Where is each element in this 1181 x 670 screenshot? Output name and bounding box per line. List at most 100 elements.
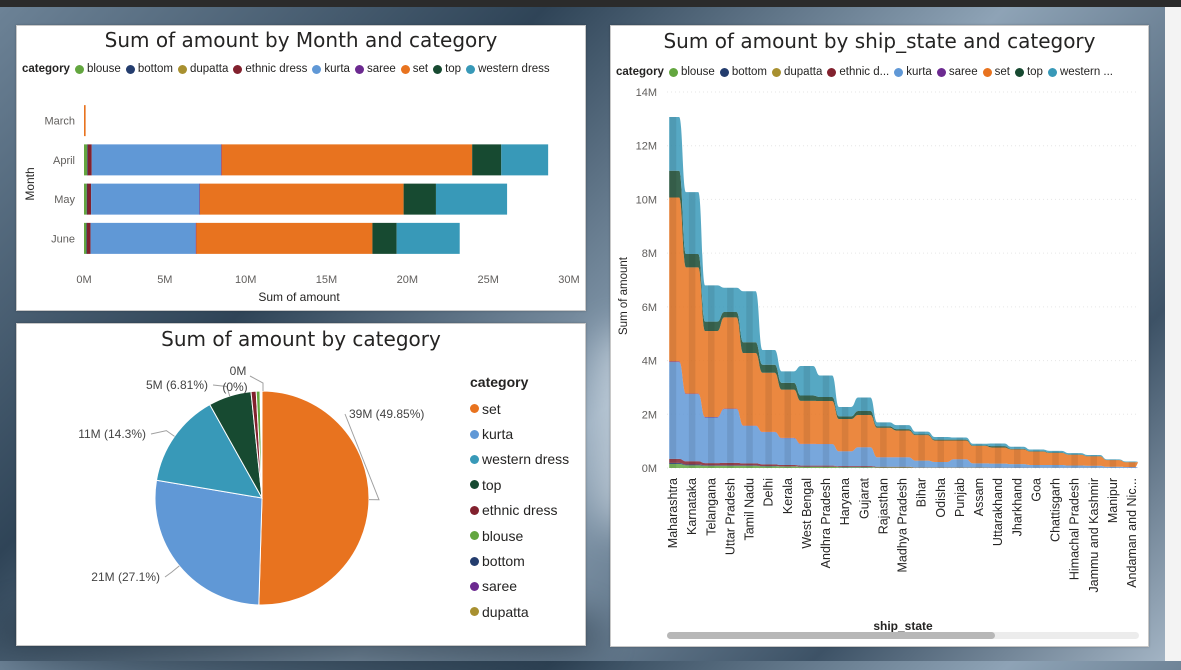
x-tick-label: Rajasthan [876, 478, 890, 534]
legend-item-top[interactable]: top [1014, 66, 1043, 78]
legend-label: set [412, 63, 429, 75]
bar-segment-bottom[interactable] [86, 222, 88, 254]
legend-item-saree[interactable]: saree [470, 574, 569, 599]
pie-legend[interactable]: category set kurta western dress top ethnic … [470, 374, 569, 625]
column-highlight [880, 422, 887, 468]
legend-item-bottom[interactable]: bottom [470, 548, 569, 573]
legend-marker [470, 454, 479, 464]
legend-item-ethnic-dress[interactable]: ethnic dress [470, 498, 569, 523]
scrollbar-thumb[interactable] [667, 632, 995, 639]
bar-segment-western-dress[interactable] [435, 183, 508, 215]
chart-legend[interactable]: category blouse bottom dupatta ethnic dress… [22, 63, 555, 75]
bar-segment-top[interactable] [372, 222, 397, 254]
legend-item-set[interactable]: set [470, 396, 569, 421]
legend-item-bottom[interactable]: bottom [125, 63, 173, 75]
pie-chart-svg: 39M (49.85%) 21M (27.1%) 11M (14.3%) 5M (6.… [78, 364, 424, 606]
legend-item-top[interactable]: top [433, 63, 461, 75]
legend-item-western-dress[interactable]: western dress [466, 63, 550, 75]
legend-item-dupatta[interactable]: dupatta [178, 63, 228, 75]
legend-label: kurta [482, 426, 514, 443]
chart-legend[interactable]: category blouse bottom dupatta ethnic d... k… [616, 66, 1118, 78]
column-highlight [1109, 459, 1117, 468]
bar-segment-bottom[interactable] [87, 144, 89, 176]
pie-slice-kurta[interactable] [154, 479, 263, 606]
bar-segment-top[interactable] [472, 144, 502, 176]
bar-segment-ethnic-dress[interactable] [87, 144, 92, 176]
legend-item-ethnic-dress[interactable]: ethnic d... [827, 66, 889, 78]
legend-marker [125, 64, 135, 74]
bar-segment-blouse[interactable] [84, 222, 87, 254]
chart-month-category-panel[interactable]: Sum of amount by Month and category cate… [16, 25, 586, 311]
area-blouse[interactable] [666, 463, 1139, 468]
bar-segment-kurta[interactable] [90, 222, 196, 254]
column-highlight [688, 192, 696, 469]
legend-item-saree[interactable]: saree [936, 66, 978, 78]
area-ethnic-dress[interactable] [666, 458, 1139, 468]
bar-segment-western-dress[interactable] [501, 144, 549, 176]
legend-label: western ... [1059, 66, 1114, 78]
x-tick-label: Madhya Pradesh [896, 478, 910, 573]
bar-segment-set[interactable] [199, 183, 404, 215]
bar-segment-blouse[interactable] [84, 144, 88, 176]
x-tick-label: Bihar [915, 478, 929, 507]
x-axis-labels: Maharashtra Karnataka Telangana Uttar Prade… [666, 477, 1139, 592]
bar-segment-saree[interactable] [221, 144, 222, 176]
x-tick-label: Karnataka [685, 478, 699, 535]
bar-segment-set[interactable] [196, 222, 373, 254]
legend-item-blouse[interactable]: blouse [470, 523, 569, 548]
legend-title: category [616, 66, 664, 78]
bar-segment-western-dress[interactable] [396, 222, 460, 254]
legend-item-set[interactable]: set [400, 63, 429, 75]
bar-segment-set[interactable] [84, 105, 86, 137]
area-set[interactable] [666, 197, 1139, 468]
bar-segment-ethnic-dress[interactable] [87, 183, 92, 215]
pie-slice-saree[interactable] [260, 390, 263, 499]
legend-item-kurta[interactable]: kurta [312, 63, 350, 75]
pie-slice-set[interactable] [258, 390, 370, 606]
y-axis-label: Sum of amount [618, 256, 630, 335]
column-highlight [707, 285, 715, 468]
pie-data-label: 11M (14.3%) [78, 427, 146, 441]
legend-item-set[interactable]: set [982, 66, 1010, 78]
bar-segment-kurta[interactable] [91, 183, 200, 215]
legend-item-top[interactable]: top [470, 472, 569, 497]
area-western-dress[interactable] [666, 116, 1139, 463]
legend-item-western-dress[interactable]: western ... [1047, 66, 1114, 78]
legend-item-kurta[interactable]: kurta [894, 66, 932, 78]
bar-segment-bottom[interactable] [86, 183, 88, 215]
x-tick-label: 20M [397, 274, 418, 286]
legend-item-dupatta[interactable]: dupatta [772, 66, 822, 78]
bar-segment-top[interactable] [403, 183, 436, 215]
area-kurta[interactable] [666, 362, 1139, 468]
column-highlight [899, 425, 906, 468]
area-group [666, 116, 1139, 468]
bar-segment-saree[interactable] [195, 222, 197, 254]
bar-segment-set[interactable] [221, 144, 473, 176]
y-tick-label: 4M [642, 356, 657, 368]
y-tick-label: March [44, 116, 75, 128]
legend-item-kurta[interactable]: kurta [470, 421, 569, 446]
bar-segment-blouse[interactable] [84, 183, 87, 215]
legend-item-bottom[interactable]: bottom [719, 66, 767, 78]
chart-category-pie-panel[interactable]: Sum of amount by category 39M (49.85%) 21… [16, 323, 586, 646]
x-tick-label: Andaman and Nic... [1125, 478, 1139, 588]
legend-label: ethnic d... [839, 66, 890, 78]
leader-line [150, 430, 175, 437]
area-top[interactable] [666, 170, 1139, 463]
bar-segment-kurta[interactable] [91, 144, 222, 176]
legend-item-dupatta[interactable]: dupatta [470, 599, 569, 624]
legend-label: dupatta [190, 63, 229, 75]
y-tick-label: 8M [642, 248, 657, 260]
legend-item-western-dress[interactable]: western dress [470, 447, 569, 472]
pie-data-label: 0M [230, 364, 247, 378]
legend-marker [470, 429, 479, 439]
bar-segment-saree[interactable] [199, 183, 201, 215]
legend-item-blouse[interactable]: blouse [74, 63, 121, 75]
legend-item-blouse[interactable]: blouse [668, 66, 715, 78]
legend-item-ethnic-dress[interactable]: ethnic dress [233, 63, 307, 75]
pie-slice-western-dress[interactable] [155, 403, 263, 499]
column-highlight [669, 116, 677, 468]
bar-segment-ethnic-dress[interactable] [86, 222, 91, 254]
chart-state-category-panel[interactable]: Sum of amount by ship_state and category… [610, 25, 1149, 647]
legend-item-saree[interactable]: saree [354, 63, 396, 75]
